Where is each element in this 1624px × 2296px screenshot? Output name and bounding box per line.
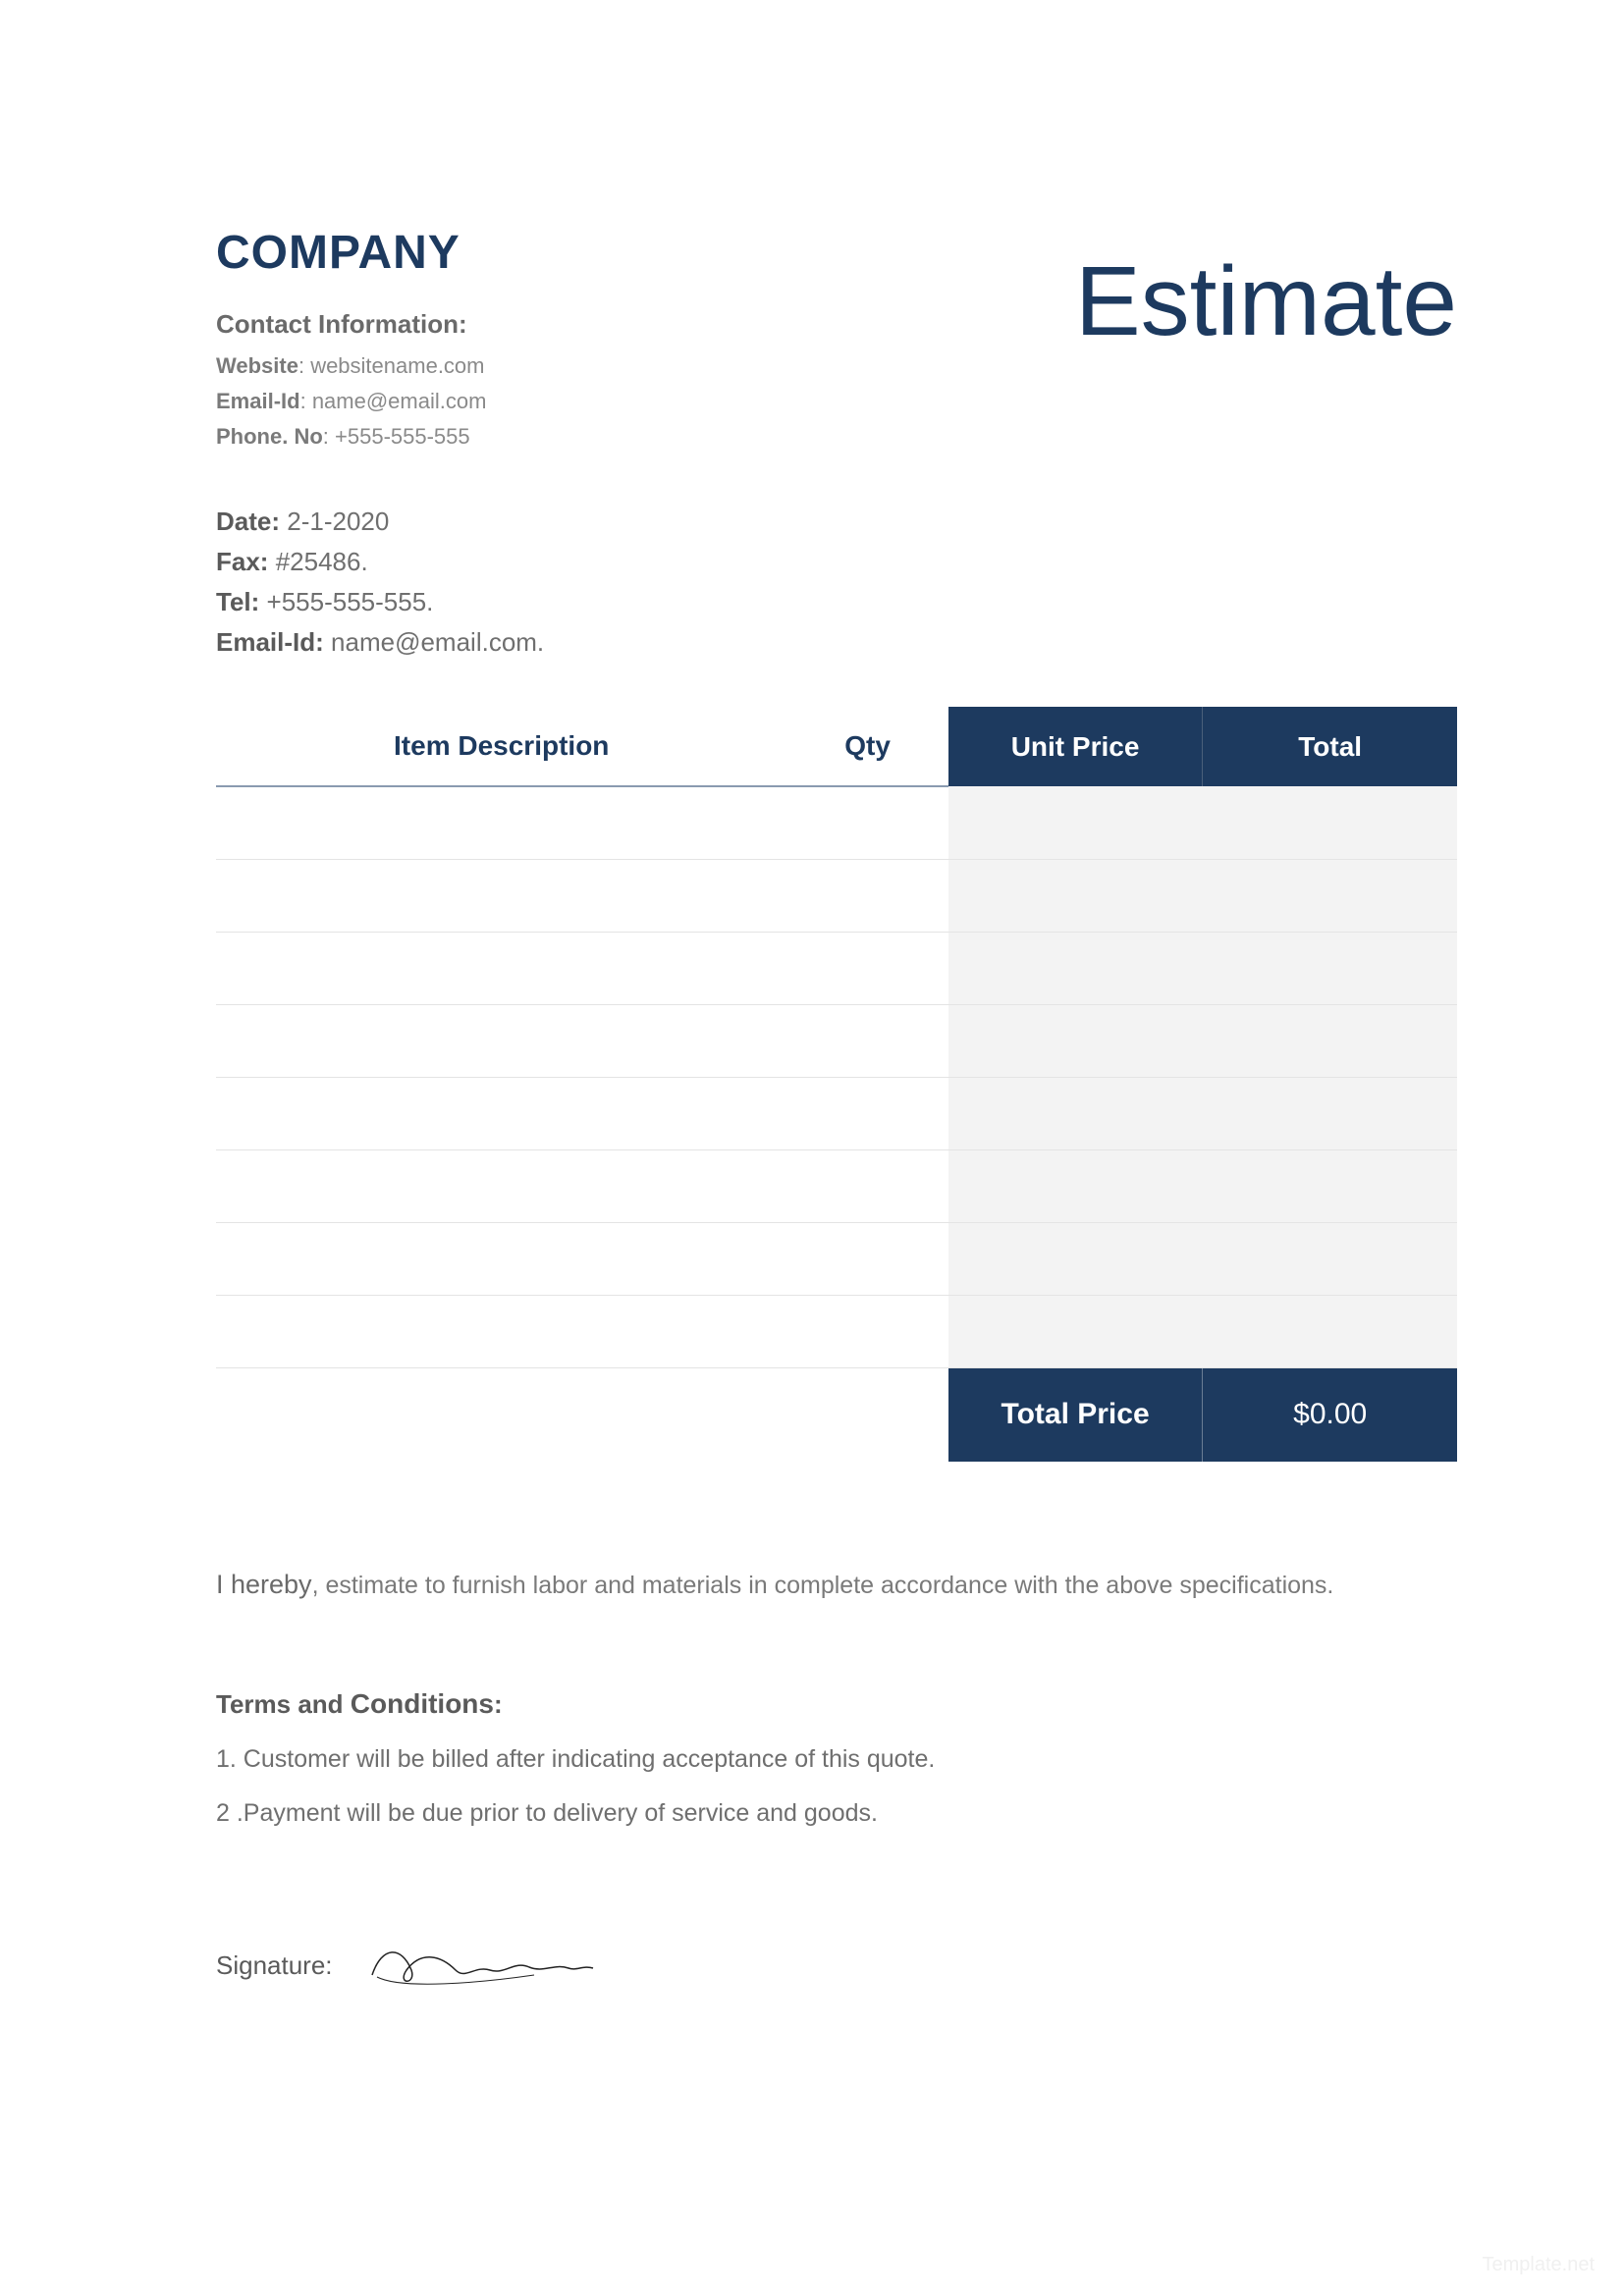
table-cell: [948, 859, 1203, 932]
table-cell: [786, 932, 947, 1004]
watermark: Template.net: [1482, 2254, 1595, 2276]
header-row: COMPANY Contact Information: Website: we…: [216, 226, 1457, 459]
email-label: Email-Id: [216, 389, 300, 413]
fax-label: Fax:: [216, 547, 268, 576]
contact-heading: Contact Information:: [216, 309, 1075, 340]
table-cell: [786, 859, 947, 932]
declaration-lead: I hereby: [216, 1570, 312, 1599]
declaration-rest: , estimate to furnish labor and material…: [312, 1572, 1334, 1599]
terms-heading: Terms and Conditions:: [216, 1688, 1457, 1720]
tel-label: Tel:: [216, 587, 259, 616]
company-block: COMPANY Contact Information: Website: we…: [216, 226, 1075, 459]
document-title: Estimate: [1075, 245, 1457, 358]
date-value: 2-1-2020: [287, 507, 389, 536]
table-cell: [786, 786, 947, 859]
phone-label: Phone. No: [216, 424, 323, 449]
table-cell: [786, 1295, 947, 1367]
table-row: [216, 859, 1457, 932]
table-footer-row: Total Price $0.00: [216, 1367, 1457, 1462]
signature-icon: [362, 1936, 618, 1995]
th-description: Item Description: [216, 707, 786, 786]
table-cell: [216, 1077, 786, 1149]
table-cell: [216, 932, 786, 1004]
table-row: [216, 1295, 1457, 1367]
table-cell: [948, 786, 1203, 859]
table-cell: [786, 1222, 947, 1295]
meta-tel: Tel: +555-555-555.: [216, 587, 1457, 617]
total-price-value: $0.00: [1203, 1367, 1457, 1462]
footer-empty: [786, 1367, 947, 1462]
table-cell: [216, 1004, 786, 1077]
email-value: name@email.com: [312, 389, 487, 413]
table-cell: [1203, 1222, 1457, 1295]
table-row: [216, 786, 1457, 859]
company-name: COMPANY: [216, 226, 1075, 280]
terms-suffix: :: [494, 1689, 503, 1719]
table-body: [216, 786, 1457, 1367]
estimate-table: Item Description Qty Unit Price Total To…: [216, 707, 1457, 1462]
meta-email: Email-Id: name@email.com.: [216, 627, 1457, 658]
meta-email-label: Email-Id:: [216, 627, 324, 657]
table-cell: [216, 1149, 786, 1222]
meta-email-value: name@email.com.: [331, 627, 544, 657]
table-cell: [1203, 1149, 1457, 1222]
contact-website: Website: websitename.com: [216, 353, 1075, 379]
table-header-row: Item Description Qty Unit Price Total: [216, 707, 1457, 786]
website-label: Website: [216, 353, 298, 378]
table-cell: [216, 1222, 786, 1295]
table-cell: [1203, 932, 1457, 1004]
table-cell: [786, 1077, 947, 1149]
table-cell: [1203, 1004, 1457, 1077]
sep: :: [323, 424, 335, 449]
website-value: websitename.com: [310, 353, 484, 378]
contact-phone: Phone. No: +555-555-555: [216, 424, 1075, 450]
term-item: 1. Customer will be billed after indicat…: [216, 1745, 1457, 1774]
table-row: [216, 1077, 1457, 1149]
phone-value: +555-555-555: [335, 424, 470, 449]
table-cell: [1203, 1295, 1457, 1367]
total-price-label: Total Price: [948, 1367, 1203, 1462]
table-cell: [948, 932, 1203, 1004]
term-item: 2 .Payment will be due prior to delivery…: [216, 1799, 1457, 1828]
signature-row: Signature:: [216, 1936, 1457, 1995]
declaration-text: I hereby, estimate to furnish labor and …: [216, 1570, 1457, 1600]
table-row: [216, 1004, 1457, 1077]
th-unit-price: Unit Price: [948, 707, 1203, 786]
table-row: [216, 932, 1457, 1004]
table-cell: [1203, 859, 1457, 932]
date-label: Date:: [216, 507, 280, 536]
footer-empty: [216, 1367, 786, 1462]
table-cell: [948, 1295, 1203, 1367]
contact-email: Email-Id: name@email.com: [216, 389, 1075, 414]
table-cell: [1203, 786, 1457, 859]
table-cell: [948, 1222, 1203, 1295]
fax-value: #25486.: [276, 547, 368, 576]
table-cell: [948, 1004, 1203, 1077]
table-cell: [216, 859, 786, 932]
terms-prefix: Terms and: [216, 1689, 351, 1719]
table-cell: [948, 1077, 1203, 1149]
table-cell: [216, 786, 786, 859]
terms-bold: Conditions: [351, 1688, 494, 1719]
signature-label: Signature:: [216, 1950, 333, 1981]
table-row: [216, 1222, 1457, 1295]
tel-value: +555-555-555.: [267, 587, 434, 616]
table-cell: [786, 1004, 947, 1077]
sep: :: [300, 389, 312, 413]
th-total: Total: [1203, 707, 1457, 786]
table-cell: [1203, 1077, 1457, 1149]
sep: :: [298, 353, 310, 378]
table-cell: [216, 1295, 786, 1367]
meta-date: Date: 2-1-2020: [216, 507, 1457, 537]
estimate-document: COMPANY Contact Information: Website: we…: [0, 0, 1624, 2093]
table-row: [216, 1149, 1457, 1222]
meta-block: Date: 2-1-2020 Fax: #25486. Tel: +555-55…: [216, 507, 1457, 658]
table-cell: [948, 1149, 1203, 1222]
table-cell: [786, 1149, 947, 1222]
th-qty: Qty: [786, 707, 947, 786]
meta-fax: Fax: #25486.: [216, 547, 1457, 577]
